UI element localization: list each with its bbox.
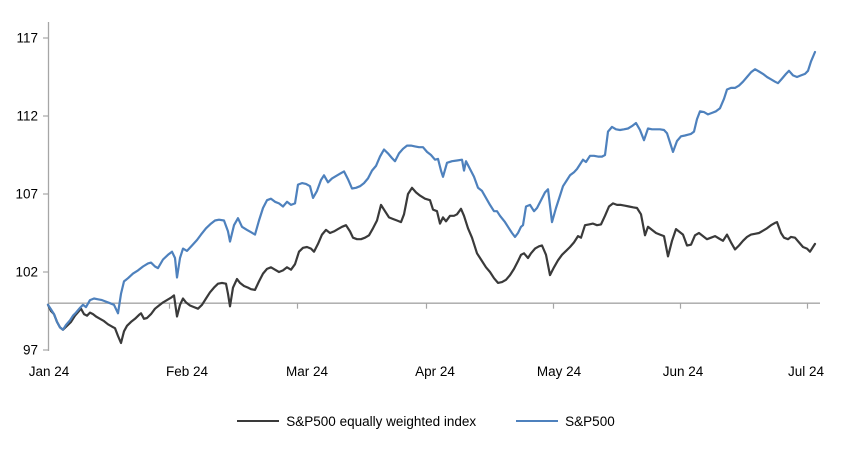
chart-legend: S&P500 equally weighted index S&P500 xyxy=(0,411,852,431)
y-tick-label: 112 xyxy=(16,109,38,124)
sp500-equal-weight-line xyxy=(46,186,817,345)
x-axis-label: Feb 24 xyxy=(166,364,209,379)
y-tick-label: 97 xyxy=(23,343,38,358)
y-tick-label: 117 xyxy=(16,31,38,46)
legend-item-sp500: S&P500 xyxy=(516,414,615,429)
x-axis-label: May 24 xyxy=(537,364,582,379)
x-axis-label: Apr 24 xyxy=(415,364,455,379)
x-axis-label: Jan 24 xyxy=(29,364,70,379)
x-axis-label: Jun 24 xyxy=(663,364,704,379)
sp500-equal-weight-line-swatch xyxy=(237,420,280,422)
y-tick-label: 107 xyxy=(15,187,38,202)
sp500-equal-weight-legend-label: S&P500 equally weighted index xyxy=(286,413,477,429)
x-axis-label: Mar 24 xyxy=(286,364,329,379)
sp500-legend-label: S&P500 xyxy=(565,413,615,429)
sp500-line-swatch xyxy=(516,420,559,422)
sp500-line xyxy=(46,50,817,331)
legend-item-sp500-equal-weight: S&P500 equally weighted index xyxy=(237,414,476,429)
x-axis-label: Jul 24 xyxy=(788,364,825,379)
y-tick-label: 102 xyxy=(15,265,38,280)
